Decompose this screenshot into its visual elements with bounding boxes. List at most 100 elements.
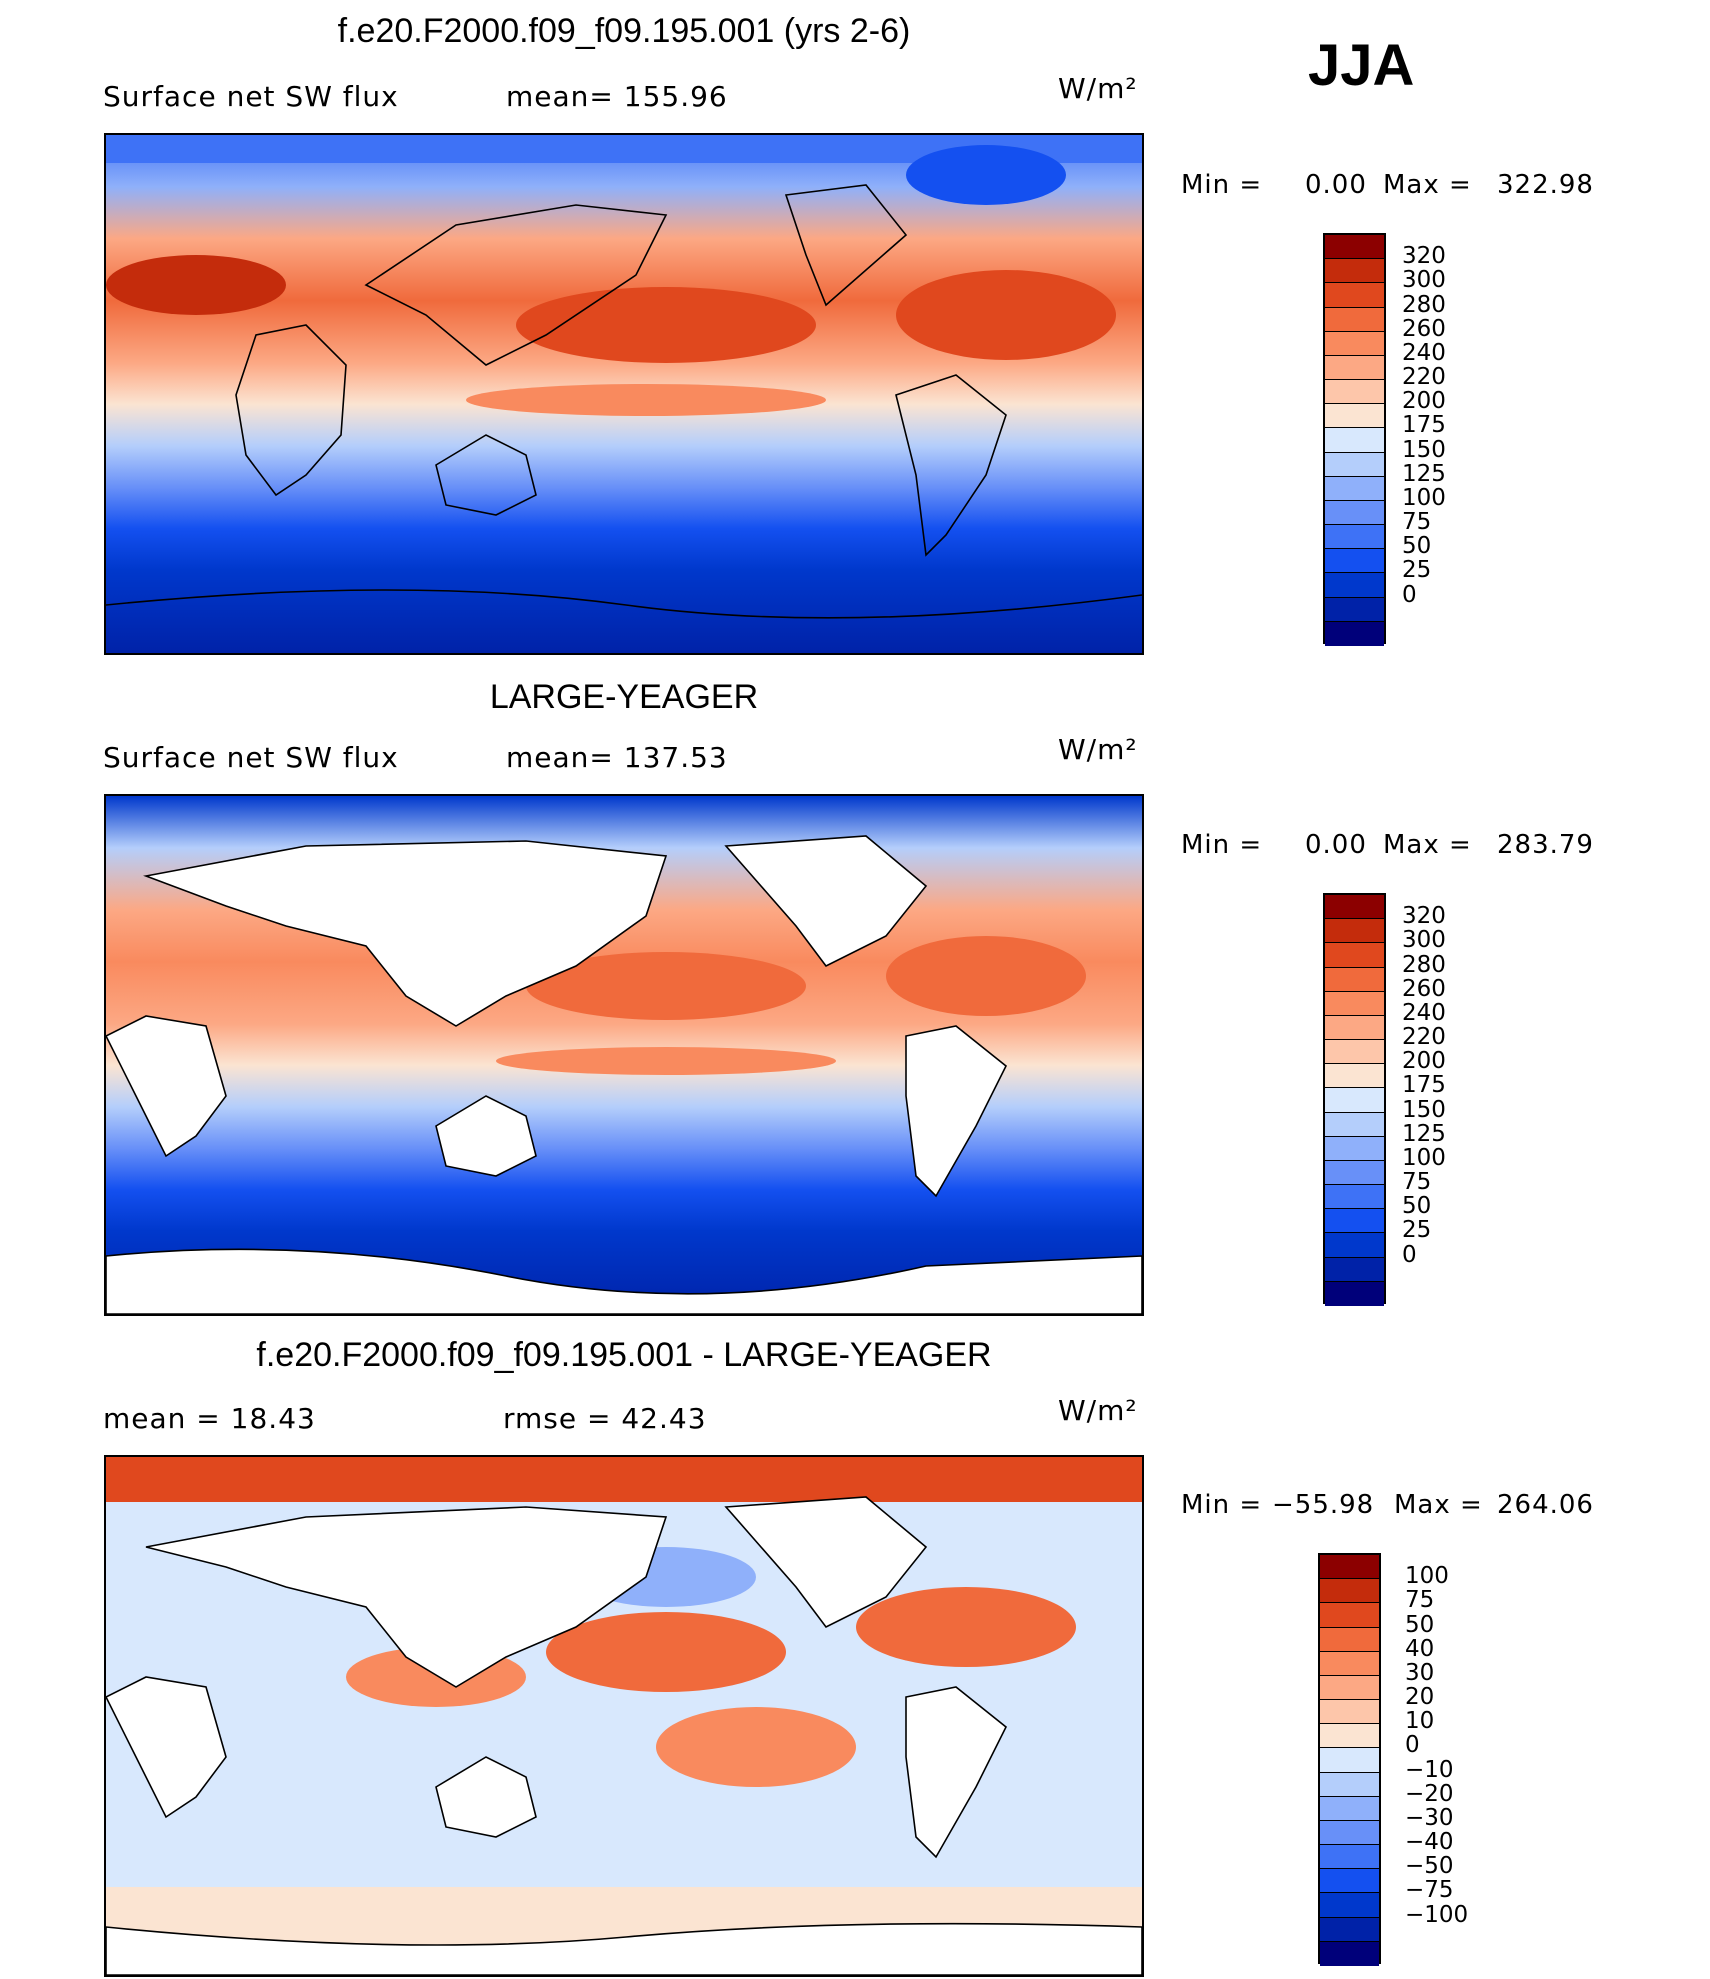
colorbar-tick-label: 100: [1405, 1563, 1449, 1590]
colorbar-bin: [1320, 1917, 1379, 1942]
panel3-colorbar: [1318, 1553, 1381, 1966]
colorbar-bin: [1325, 1088, 1384, 1113]
colorbar-tick-label: 220: [1402, 1024, 1446, 1051]
colorbar-tick-label: −75: [1405, 1877, 1454, 1904]
colorbar-bin: [1320, 1772, 1379, 1797]
colorbar-bin: [1320, 1820, 1379, 1846]
panel1-units: W/m²: [1058, 72, 1138, 105]
colorbar-bin: [1325, 967, 1384, 992]
colorbar-tick-label: 50: [1402, 1193, 1432, 1220]
colorbar-bin: [1320, 1651, 1379, 1676]
colorbar-bin: [1325, 404, 1384, 429]
colorbar-bin: [1325, 1040, 1384, 1065]
colorbar-bin: [1325, 500, 1384, 526]
panel2-title: LARGE-YEAGER: [489, 678, 759, 716]
colorbar-tick-label: −20: [1405, 1780, 1454, 1807]
panel2-land: [106, 835, 1142, 1314]
colorbar-tick-label: 260: [1402, 975, 1446, 1002]
colorbar-tick-label: 0: [1402, 581, 1417, 608]
colorbar-tick-label: 280: [1402, 291, 1446, 318]
panel3-map: [104, 1455, 1144, 1977]
panel2-units: W/m²: [1058, 733, 1138, 766]
colorbar-bin: [1320, 1869, 1379, 1894]
colorbar-tick-label: 220: [1402, 364, 1446, 391]
panel3-rmse: rmse = 42.43: [503, 1402, 707, 1435]
panel1-coastlines: [106, 184, 1142, 619]
colorbar-bin: [1325, 1281, 1384, 1306]
colorbar-bin: [1325, 943, 1384, 968]
colorbar-tick-label: 280: [1402, 951, 1446, 978]
panel3-map-svg: [106, 1457, 1142, 1975]
colorbar-tick-label: 100: [1402, 1144, 1446, 1171]
panel3-max-label: Max =: [1394, 1490, 1483, 1520]
colorbar-bin: [1325, 1064, 1384, 1089]
colorbar-bin: [1325, 525, 1384, 550]
colorbar-tick-label: 30: [1405, 1659, 1435, 1686]
colorbar-bin: [1320, 1941, 1379, 1966]
colorbar-tick-label: 0: [1402, 1241, 1417, 1268]
colorbar-bin: [1325, 355, 1384, 381]
colorbar-bin: [1320, 1603, 1379, 1628]
panel2-max-value: 283.79: [1497, 830, 1594, 860]
panel2-map: [104, 794, 1144, 1316]
panel1-colorbar: [1323, 233, 1386, 646]
colorbar-bin: [1325, 380, 1384, 405]
colorbar-bin: [1325, 1233, 1384, 1258]
panel1-mean: mean= 155.96: [506, 80, 728, 113]
panel2-min-value: 0.00: [1305, 830, 1367, 860]
colorbar-bin: [1325, 1136, 1384, 1161]
panel3-units: W/m²: [1058, 1394, 1138, 1427]
colorbar-bin: [1325, 1015, 1384, 1041]
panel1-max-label: Max =: [1383, 170, 1472, 200]
colorbar-tick-label: 300: [1402, 927, 1446, 954]
panel3-min-value: −55.98: [1272, 1490, 1375, 1520]
colorbar-bin: [1325, 1257, 1384, 1282]
colorbar-bin: [1325, 307, 1384, 332]
colorbar-tick-label: 20: [1405, 1684, 1435, 1711]
colorbar-tick-label: 75: [1402, 509, 1432, 536]
colorbar-tick-label: 200: [1402, 1048, 1446, 1075]
colorbar-tick-label: 125: [1402, 1120, 1446, 1147]
colorbar-bin: [1325, 919, 1384, 944]
panel2-min-label: Min =: [1181, 830, 1263, 860]
colorbar-bin: [1325, 476, 1384, 501]
panel3-land: [106, 1496, 1142, 1975]
colorbar-bin: [1320, 1700, 1379, 1725]
panel3-max-value: 264.06: [1497, 1490, 1594, 1520]
colorbar-tick-label: −10: [1405, 1756, 1454, 1783]
colorbar-bin: [1320, 1627, 1379, 1652]
colorbar-bin: [1325, 549, 1384, 574]
colorbar-tick-label: −50: [1405, 1853, 1454, 1880]
colorbar-tick-label: 240: [1402, 999, 1446, 1026]
colorbar-bin: [1325, 1185, 1384, 1210]
colorbar-tick-label: 25: [1402, 557, 1432, 584]
colorbar-bin: [1325, 235, 1384, 260]
colorbar-tick-label: −40: [1405, 1829, 1454, 1856]
colorbar-bin: [1325, 895, 1384, 920]
panel3-min-label: Min =: [1181, 1490, 1263, 1520]
panel3-mean: mean = 18.43: [103, 1402, 316, 1435]
colorbar-tick-label: 240: [1402, 339, 1446, 366]
colorbar-bin: [1320, 1579, 1379, 1604]
colorbar-tick-label: 150: [1402, 1096, 1446, 1123]
panel1-max-value: 322.98: [1497, 170, 1594, 200]
panel1-map-svg: [106, 135, 1142, 653]
colorbar-tick-label: 50: [1402, 533, 1432, 560]
colorbar-bin: [1325, 331, 1384, 356]
panel2-colorbar: [1323, 893, 1386, 1306]
colorbar-tick-label: 150: [1402, 436, 1446, 463]
colorbar-bin: [1325, 1209, 1384, 1234]
panel2-variable-label: Surface net SW flux: [103, 741, 399, 774]
panel1-variable-label: Surface net SW flux: [103, 80, 399, 113]
panel1-min-value: 0.00: [1305, 170, 1367, 200]
colorbar-tick-label: 40: [1405, 1635, 1435, 1662]
colorbar-tick-label: 100: [1402, 484, 1446, 511]
colorbar-bin: [1325, 428, 1384, 453]
colorbar-bin: [1325, 259, 1384, 284]
panel1-map: [104, 133, 1144, 655]
colorbar-bin: [1320, 1748, 1379, 1773]
colorbar-tick-label: 25: [1402, 1217, 1432, 1244]
colorbar-bin: [1320, 1555, 1379, 1580]
colorbar-bin: [1325, 1160, 1384, 1186]
colorbar-tick-label: −100: [1405, 1901, 1469, 1928]
